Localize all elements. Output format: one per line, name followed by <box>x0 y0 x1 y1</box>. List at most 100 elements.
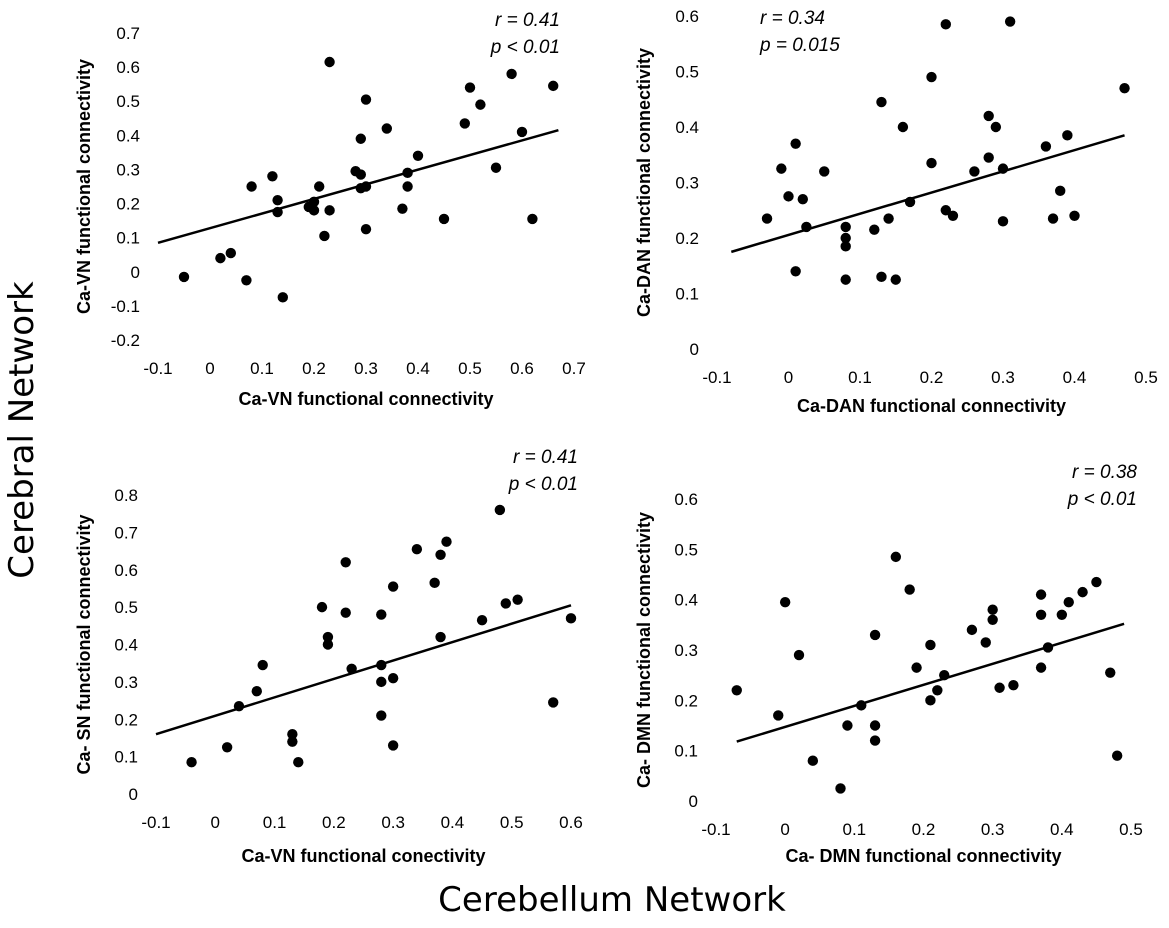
x-tick-label: 0.4 <box>406 359 430 378</box>
x-tick-label: 0.4 <box>1050 820 1074 839</box>
data-point <box>402 167 413 179</box>
stat-annotation: p < 0.01 <box>1067 489 1137 510</box>
data-point <box>512 594 523 605</box>
data-point <box>324 56 335 68</box>
y-tick-label: 0.3 <box>675 174 699 193</box>
data-point <box>1063 596 1074 608</box>
trend-line <box>736 622 1125 743</box>
y-tick-label: 0.4 <box>114 636 138 655</box>
data-point <box>186 757 197 768</box>
x-tick-label: 0.3 <box>381 813 405 832</box>
data-point <box>246 181 257 192</box>
x-tick-label: 0.3 <box>981 820 1005 839</box>
data-point <box>790 266 801 277</box>
x-tick-label: 0 <box>205 359 214 378</box>
data-point <box>869 735 881 746</box>
x-tick-label: -0.1 <box>143 359 172 378</box>
data-point <box>346 663 357 674</box>
data-point <box>251 686 262 697</box>
data-point <box>983 152 994 163</box>
data-point <box>387 581 399 592</box>
data-point <box>840 232 851 244</box>
data-point <box>1111 750 1123 761</box>
y-tick-label: 0.6 <box>674 490 698 509</box>
data-point <box>441 536 452 547</box>
x-tick-label: 0 <box>784 368 793 387</box>
data-point <box>1056 609 1068 620</box>
data-point <box>783 191 794 202</box>
y-tick-label: 0.7 <box>114 523 138 542</box>
data-point <box>773 710 784 721</box>
y-tick-label: 0.2 <box>114 710 138 729</box>
data-point <box>835 783 846 794</box>
data-point <box>340 557 351 568</box>
data-point <box>376 710 387 721</box>
data-point <box>506 68 517 80</box>
data-point <box>293 757 304 768</box>
x-tick-label: 0.6 <box>510 359 534 378</box>
y-tick-label: 0.6 <box>114 561 138 580</box>
data-point <box>1035 662 1047 673</box>
data-point <box>387 672 399 684</box>
data-point <box>319 230 330 242</box>
data-point <box>1119 82 1130 94</box>
data-point <box>411 543 423 555</box>
data-point <box>272 206 283 218</box>
data-point <box>565 613 577 624</box>
data-point <box>355 169 366 180</box>
data-point <box>932 685 943 696</box>
data-point <box>1055 185 1066 197</box>
data-point <box>287 729 298 740</box>
data-point <box>287 736 298 747</box>
y-tick-label: 0.1 <box>674 742 698 761</box>
global-y-axis-label: Cerebral Network <box>2 281 42 579</box>
stat-annotation: r = 0.38 <box>1072 462 1137 483</box>
data-point <box>1105 667 1116 678</box>
data-point <box>527 213 538 225</box>
data-point <box>360 223 372 235</box>
x-tick-label: 0.3 <box>354 359 378 378</box>
y-tick-label: -0.1 <box>111 297 140 316</box>
y-axis-label: Ca-VN functional connectivity <box>74 59 94 314</box>
data-point <box>1047 213 1059 224</box>
data-point <box>840 221 851 233</box>
data-point <box>360 94 372 105</box>
x-axis-label: Ca- DMN functional connectivity <box>785 846 1061 866</box>
data-point <box>381 123 392 134</box>
data-point <box>376 659 387 671</box>
y-tick-label: 0.1 <box>116 229 140 248</box>
data-point <box>842 720 853 731</box>
data-point <box>940 205 951 216</box>
data-point <box>1062 130 1073 141</box>
x-tick-label: 0.5 <box>458 359 482 378</box>
data-point <box>272 194 283 206</box>
stat-annotation: p < 0.01 <box>490 37 560 58</box>
data-point <box>322 639 334 650</box>
data-point <box>397 203 408 214</box>
data-point <box>926 71 937 83</box>
data-point <box>412 150 424 161</box>
y-axis-label: Ca- SN functional connectivity <box>74 514 94 774</box>
data-point <box>459 118 470 129</box>
data-point <box>360 181 372 192</box>
x-tick-label: 0.1 <box>848 368 872 387</box>
data-point <box>178 271 190 283</box>
x-axis-label: Ca-DAN functional connectivity <box>797 396 1066 416</box>
data-point <box>904 584 915 595</box>
data-point <box>494 504 506 516</box>
data-point <box>807 755 819 766</box>
trend-line <box>730 134 1125 254</box>
stat-annotation: p < 0.01 <box>508 474 578 495</box>
data-point <box>990 121 1002 133</box>
data-point <box>1042 642 1054 653</box>
data-point <box>897 121 909 133</box>
x-tick-label: 0.6 <box>559 813 583 832</box>
data-point <box>376 609 387 620</box>
x-tick-label: 0.1 <box>263 813 287 832</box>
data-point <box>1040 141 1052 152</box>
data-point <box>797 193 808 205</box>
y-tick-label: 0.5 <box>674 540 698 559</box>
y-tick-label: 0.3 <box>114 673 138 692</box>
chart-sn: 00.10.20.30.40.50.60.70.8-0.1 0 0.1 0.2 0.3 0… <box>74 447 583 866</box>
data-point <box>1004 16 1016 27</box>
